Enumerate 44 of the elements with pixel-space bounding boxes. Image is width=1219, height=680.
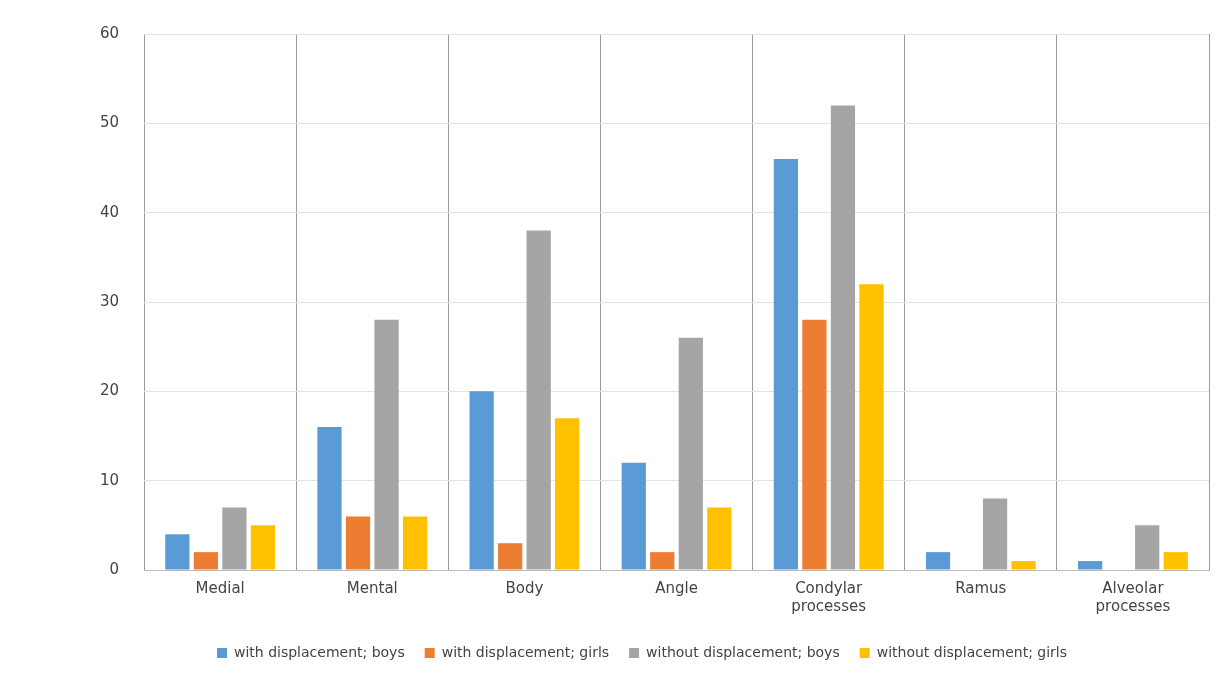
bar <box>830 105 856 570</box>
bar <box>925 552 951 570</box>
bar <box>193 552 219 570</box>
bar <box>345 516 371 570</box>
bar <box>165 534 190 570</box>
bar <box>1078 561 1103 570</box>
x-tick-label: Ramus <box>955 578 1007 597</box>
bar <box>498 543 523 570</box>
y-tick-label: 10 <box>99 470 120 489</box>
y-tick-label: 0 <box>109 559 120 578</box>
bar <box>707 507 732 570</box>
x-tick-label: Alveolar processes <box>1095 578 1171 615</box>
x-tick-label: Condylar processes <box>791 578 867 615</box>
bar <box>250 525 276 570</box>
bar <box>678 337 703 570</box>
bar <box>1163 552 1188 570</box>
bar <box>982 498 1008 570</box>
bar <box>1135 525 1160 570</box>
legend-label: with displacement; boys <box>233 643 405 660</box>
x-tick-label: Body <box>505 578 544 597</box>
bar <box>621 462 646 570</box>
bar <box>469 391 494 570</box>
bar <box>317 427 342 570</box>
bar <box>374 319 399 570</box>
legend-label: without displacement; girls <box>876 643 1068 660</box>
y-tick-label: 50 <box>99 113 120 132</box>
bar <box>650 552 675 570</box>
x-tick-label: Medial <box>195 578 245 597</box>
y-tick-label: 40 <box>99 202 120 221</box>
x-tick-label: Angle <box>655 578 698 597</box>
bar <box>555 418 580 570</box>
bar <box>859 284 884 570</box>
bar <box>773 159 799 570</box>
legend-label: without displacement; boys <box>646 643 840 660</box>
bar <box>802 319 827 570</box>
bar <box>402 516 428 570</box>
bar <box>222 507 247 570</box>
y-tick-label: 20 <box>99 381 120 400</box>
bar <box>526 230 551 570</box>
bar <box>1011 561 1036 570</box>
y-tick-label: 60 <box>99 23 120 42</box>
x-tick-label: Mental <box>346 578 398 597</box>
legend-label: with displacement; girls <box>441 643 610 660</box>
y-tick-label: 30 <box>99 291 120 310</box>
